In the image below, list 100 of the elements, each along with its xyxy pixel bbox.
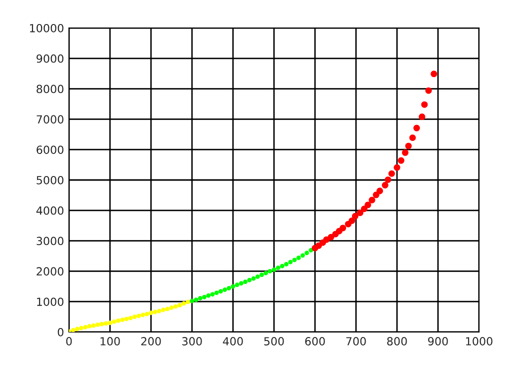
point <box>75 326 80 332</box>
y-tick-label: 2000 <box>36 267 64 276</box>
point <box>161 308 166 312</box>
point <box>157 308 162 314</box>
point <box>182 301 186 306</box>
point <box>356 210 364 216</box>
point <box>272 267 276 272</box>
point <box>83 324 88 330</box>
point <box>178 303 182 308</box>
point <box>255 274 260 279</box>
point <box>104 321 108 326</box>
point <box>304 250 309 256</box>
point <box>402 149 408 156</box>
x-tick-label: 400 <box>222 337 243 346</box>
point <box>186 300 190 304</box>
point <box>409 134 416 141</box>
point <box>148 310 154 316</box>
point <box>190 298 194 304</box>
point <box>91 323 96 328</box>
point <box>260 272 264 278</box>
point <box>376 188 384 194</box>
point <box>165 306 170 312</box>
point <box>300 253 305 258</box>
point <box>288 260 293 264</box>
y-tick-label: 3000 <box>36 236 64 246</box>
point <box>388 170 395 177</box>
y-tick-label: 1000 <box>37 298 64 306</box>
point <box>169 305 174 310</box>
point <box>234 282 240 288</box>
point <box>308 248 314 252</box>
point <box>100 322 104 326</box>
point <box>421 101 428 108</box>
point <box>340 224 346 232</box>
point <box>364 202 372 208</box>
x-tick-label: 700 <box>346 337 366 346</box>
x-tick-label: 500 <box>264 337 284 346</box>
point <box>120 318 124 322</box>
point <box>382 182 388 188</box>
point <box>425 87 432 94</box>
point <box>96 322 100 327</box>
point <box>194 298 198 302</box>
point <box>230 284 236 289</box>
point <box>210 292 215 296</box>
point <box>264 270 268 276</box>
y-tick-label: 5000 <box>36 176 64 184</box>
point <box>243 280 248 284</box>
point <box>116 318 120 323</box>
point <box>198 296 202 300</box>
point <box>202 294 206 300</box>
point <box>226 286 232 290</box>
point <box>239 281 244 286</box>
point <box>280 264 284 268</box>
x-tick-label: 0 <box>66 337 72 346</box>
point <box>140 312 145 318</box>
y-tick-label: 7000 <box>36 115 64 124</box>
point <box>152 310 158 314</box>
point <box>144 312 150 316</box>
point <box>218 289 223 294</box>
point <box>352 212 358 220</box>
x-tick-label: 1000 <box>466 337 492 346</box>
x-tick-label: 200 <box>141 337 161 346</box>
point <box>206 293 211 298</box>
point <box>251 276 256 281</box>
point <box>87 324 92 328</box>
point <box>124 316 129 322</box>
point <box>418 114 426 120</box>
x-tick-label: 800 <box>387 337 407 346</box>
x-tick-label: 300 <box>182 337 202 346</box>
point <box>328 234 334 240</box>
point <box>413 124 420 132</box>
point <box>79 326 84 330</box>
y-tick-label: 6000 <box>36 146 64 154</box>
point <box>405 142 412 150</box>
point <box>112 319 116 324</box>
point <box>173 304 178 309</box>
point <box>132 314 137 319</box>
y-tick-label: 8000 <box>36 84 64 94</box>
point <box>360 206 368 212</box>
y-tick-label: 9000 <box>36 54 64 63</box>
x-tick-label: 900 <box>428 337 448 346</box>
point <box>368 196 376 204</box>
point <box>348 217 356 224</box>
point <box>296 256 301 260</box>
point <box>136 314 141 318</box>
y-tick-label: 4000 <box>36 206 64 215</box>
point <box>214 290 219 295</box>
point <box>292 258 297 262</box>
y-tick-label: 10000 <box>30 24 64 32</box>
point <box>384 176 392 183</box>
point <box>108 320 112 326</box>
point <box>430 70 438 78</box>
point <box>70 328 76 332</box>
y-tick-label: 0 <box>58 328 64 336</box>
point <box>222 288 227 292</box>
point <box>276 266 280 270</box>
point <box>398 157 404 164</box>
x-tick-label: 600 <box>305 337 325 346</box>
point <box>284 262 288 266</box>
point <box>128 316 133 320</box>
point <box>394 164 400 171</box>
